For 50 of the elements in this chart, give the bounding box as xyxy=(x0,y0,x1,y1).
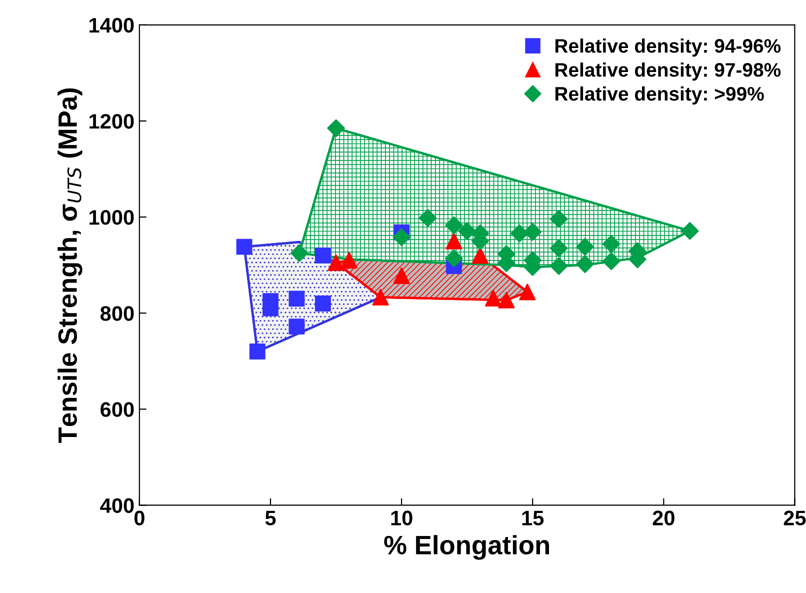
legend-label: Relative density: >99% xyxy=(555,86,764,105)
x-tick-label: 20 xyxy=(652,510,674,526)
point xyxy=(340,252,358,269)
point xyxy=(290,244,308,262)
point xyxy=(602,252,620,270)
point xyxy=(602,235,620,253)
point xyxy=(576,255,594,274)
x-tick-label: 25 xyxy=(784,510,806,526)
x-tick-label: 5 xyxy=(265,510,276,526)
point xyxy=(372,288,389,306)
y-tick-label: 600 xyxy=(100,402,134,417)
y-tick-label: 1400 xyxy=(90,18,134,33)
point xyxy=(327,119,345,138)
point xyxy=(484,290,502,307)
legend-label: Relative density: 94-96% xyxy=(555,38,781,57)
point xyxy=(392,228,410,246)
point xyxy=(472,247,488,264)
y-tick-label: 1000 xyxy=(90,210,134,225)
point xyxy=(510,224,528,242)
y-tick-label: 400 xyxy=(100,498,134,513)
y-tick-label: 1200 xyxy=(90,114,134,129)
point xyxy=(680,222,699,240)
point xyxy=(550,239,568,258)
point xyxy=(314,247,331,264)
point xyxy=(498,292,515,308)
point xyxy=(446,232,462,250)
point xyxy=(445,249,463,268)
x-tick-label: 0 xyxy=(134,510,144,526)
point xyxy=(288,318,305,335)
point xyxy=(249,344,266,360)
y-tick-label: 800 xyxy=(100,306,134,321)
point xyxy=(458,222,476,240)
point xyxy=(328,254,344,271)
point xyxy=(314,296,331,312)
point xyxy=(550,257,568,275)
point xyxy=(393,267,410,284)
point xyxy=(445,216,463,234)
y-axis-title: Tensile Strength, σ$_{UTS}$ (MPa) xyxy=(58,88,82,443)
point xyxy=(288,290,305,307)
point xyxy=(236,238,252,255)
x-tick-label: 10 xyxy=(391,510,412,526)
point xyxy=(418,209,437,227)
x-axis-title: % Elongation xyxy=(384,535,550,560)
point xyxy=(262,300,278,316)
x-tick-label: 15 xyxy=(522,510,544,526)
point xyxy=(519,284,536,300)
point xyxy=(524,223,542,241)
legend-label: Relative density: 97-98% xyxy=(555,62,781,81)
point xyxy=(576,238,594,256)
point xyxy=(550,210,568,228)
